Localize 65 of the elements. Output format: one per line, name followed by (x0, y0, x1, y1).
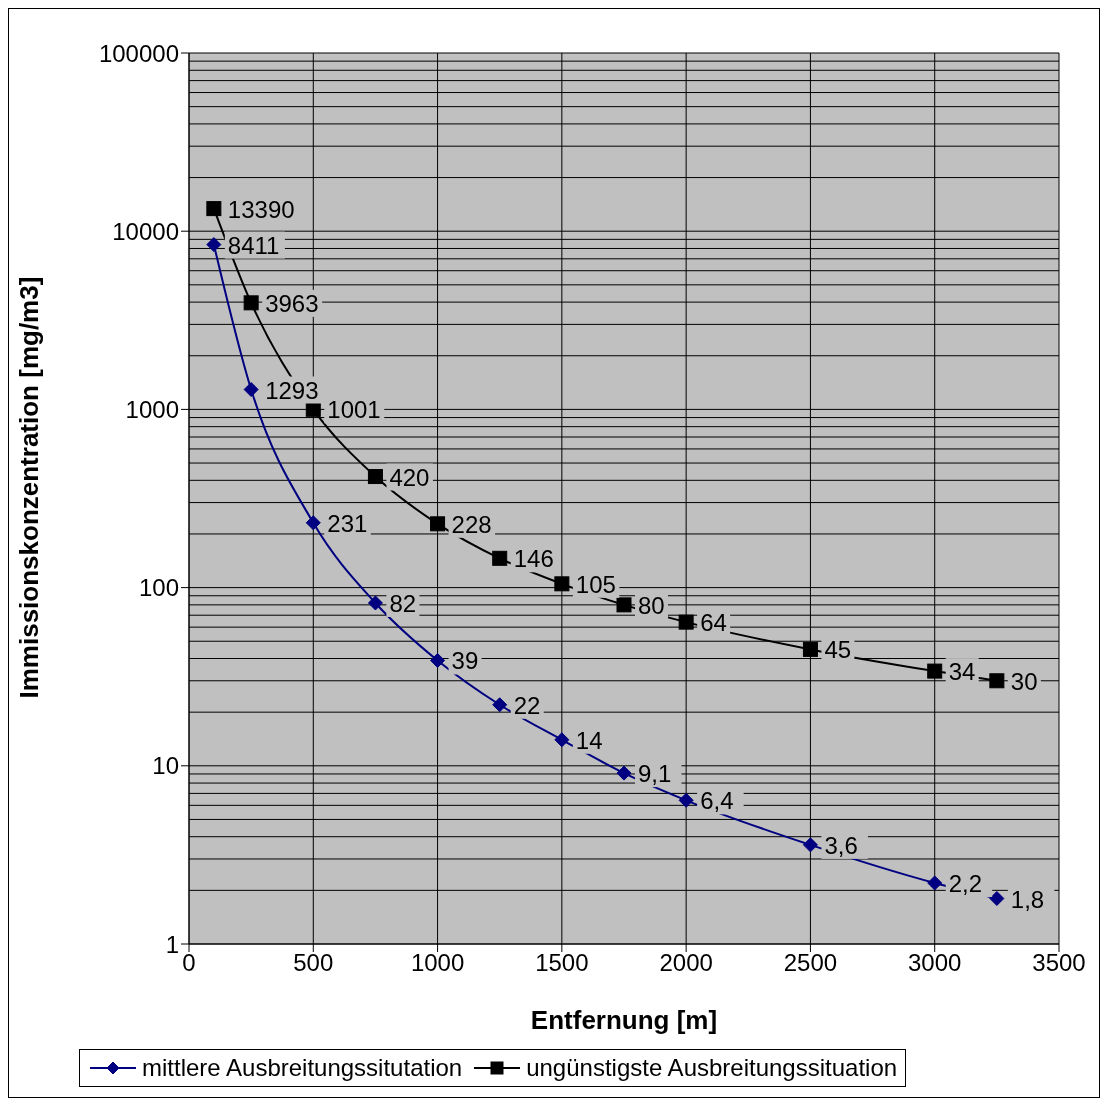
data-label: 1,8 (1010, 885, 1045, 913)
data-label: 34 (948, 658, 976, 686)
data-label: 3963 (265, 289, 319, 317)
point (989, 673, 1005, 689)
data-label: 2,2 (948, 869, 983, 897)
data-label: 1001 (327, 396, 381, 424)
data-label: 9,1 (638, 760, 672, 788)
data-label: 1293 (265, 376, 319, 404)
data-label: 3,6 (824, 831, 858, 859)
point (305, 515, 321, 531)
point (989, 891, 1005, 907)
data-label: 231 (327, 509, 368, 537)
x-tick-label: 2500 (783, 949, 838, 977)
data-label: 420 (389, 463, 430, 491)
data-label: 82 (389, 589, 417, 617)
point (927, 663, 943, 679)
point (206, 201, 222, 217)
data-label: 8411 (227, 231, 280, 259)
point (554, 732, 570, 748)
x-tick-label: 500 (293, 949, 334, 977)
point (616, 765, 632, 781)
data-label: 30 (1010, 667, 1038, 695)
x-tick-label: 3500 (1032, 949, 1086, 977)
point (927, 875, 943, 891)
point (492, 550, 508, 566)
point (492, 697, 508, 713)
data-label: 80 (638, 591, 665, 619)
data-label: 13390 (227, 195, 295, 223)
point (802, 641, 818, 657)
point (243, 382, 259, 398)
x-tick-label: 1000 (410, 949, 465, 977)
y-axis-title: Immissionskonzentration [mg/m3] (14, 276, 45, 699)
data-label: 45 (824, 636, 852, 664)
data-label: 64 (700, 609, 727, 637)
data-label: 6,4 (700, 787, 734, 815)
x-tick-label: 0 (182, 949, 196, 977)
y-tick-label: 1000 (125, 395, 179, 423)
y-tick-label: 1 (165, 930, 179, 958)
y-tick-label: 100 (138, 574, 179, 602)
data-label: 105 (575, 570, 616, 598)
point (616, 597, 632, 613)
data-label: 146 (513, 545, 554, 573)
x-axis-title: Entfernung [m] (530, 1005, 718, 1035)
point (678, 792, 694, 808)
point (554, 576, 570, 592)
y-tick-label: 100000 (98, 39, 179, 67)
x-tick-label: 2000 (659, 949, 713, 977)
x-tick-label: 1500 (535, 949, 589, 977)
data-label: 22 (513, 691, 541, 719)
data-label: 39 (451, 647, 479, 675)
point (243, 295, 259, 311)
point (367, 595, 383, 611)
point (206, 237, 222, 253)
y-tick-label: 10 (152, 752, 179, 780)
point (430, 652, 446, 668)
point (802, 837, 818, 853)
point (367, 469, 383, 485)
point (430, 516, 446, 532)
y-tick-label: 10000 (112, 217, 179, 245)
data-label: 14 (575, 726, 603, 754)
legend-label: mittlere Ausbreitungssitutation (141, 1054, 463, 1082)
data-label: 228 (451, 510, 492, 538)
x-tick-label: 3000 (908, 949, 962, 977)
legend-label: ungünstigste Ausbreitungssituation (525, 1054, 898, 1082)
point (678, 614, 694, 630)
